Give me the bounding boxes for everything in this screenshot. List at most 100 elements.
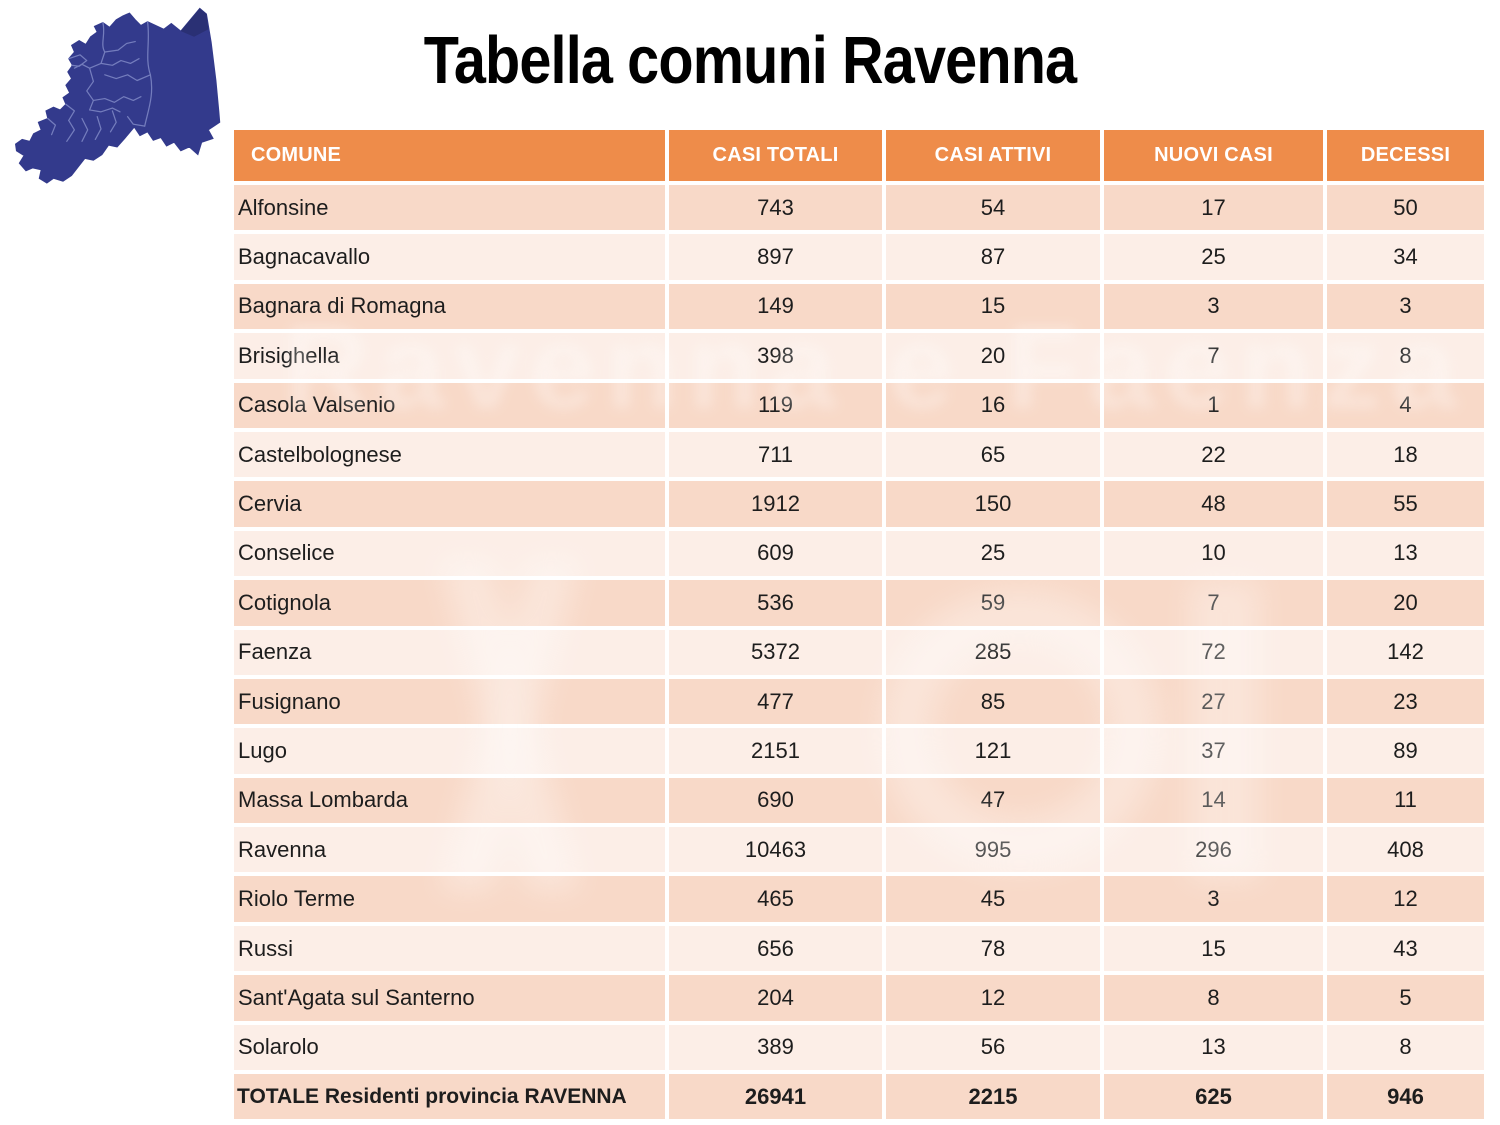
comune-cell: Conselice xyxy=(230,526,669,581)
table-body: Alfonsine 743 54 17 50 Bagnacavallo 897 87 25 34 B… xyxy=(230,180,1488,1124)
value-cell: 149 xyxy=(665,279,886,334)
value-cell: 59 xyxy=(882,576,1104,630)
table-row: Brisighella 398 20 7 8 xyxy=(230,329,1488,383)
value-cell: 13 xyxy=(1323,526,1488,581)
value-cell: 204 xyxy=(665,971,886,1025)
comune-cell: Solarolo xyxy=(230,1020,669,1075)
value-cell: 711 xyxy=(665,427,886,482)
table-row: Cervia 1912 150 48 55 xyxy=(230,477,1488,531)
table-row: Cotignola 536 59 7 20 xyxy=(230,576,1488,630)
column-header-casi-totali: CASI TOTALI xyxy=(665,126,886,185)
comune-cell: Alfonsine xyxy=(230,180,669,235)
table-row: Massa Lombarda 690 47 14 11 xyxy=(230,773,1488,828)
column-header-comune: COMUNE xyxy=(230,126,669,185)
comune-cell: Brisighella xyxy=(230,329,669,383)
value-cell: 995 xyxy=(882,823,1104,877)
comune-cell: Bagnara di Romagna xyxy=(230,279,669,334)
value-cell: 477 xyxy=(665,674,886,729)
value-cell: 87 xyxy=(882,230,1104,284)
value-cell: 8 xyxy=(1100,971,1327,1025)
value-cell: 12 xyxy=(882,971,1104,1025)
table-row: Ravenna 10463 995 296 408 xyxy=(230,823,1488,877)
value-cell: 389 xyxy=(665,1020,886,1075)
province-dark-notch xyxy=(180,8,209,37)
value-cell: 3 xyxy=(1323,279,1488,334)
value-cell: 11 xyxy=(1323,773,1488,828)
value-cell: 285 xyxy=(882,625,1104,679)
value-cell: 12 xyxy=(1323,872,1488,926)
table-row: Alfonsine 743 54 17 50 xyxy=(230,180,1488,235)
municipal-borders xyxy=(47,20,153,142)
comune-cell: Casola Valsenio xyxy=(230,378,669,432)
page-title: Tabella comuni Ravenna xyxy=(423,23,1077,98)
value-cell: 14 xyxy=(1100,773,1327,828)
table-row: Castelbolognese 711 65 22 18 xyxy=(230,427,1488,482)
value-cell: 946 xyxy=(1323,1070,1488,1124)
table-row: Faenza 5372 285 72 142 xyxy=(230,625,1488,679)
comune-cell: Castelbolognese xyxy=(230,427,669,482)
value-cell: 7 xyxy=(1100,576,1327,630)
comuni-table: COMUNE CASI TOTALI CASI ATTIVI NUOVI CAS… xyxy=(230,126,1488,1124)
value-cell: 34 xyxy=(1323,230,1488,284)
comune-cell: Lugo xyxy=(230,724,669,778)
value-cell: 609 xyxy=(665,526,886,581)
value-cell: 65 xyxy=(882,427,1104,482)
value-cell: 150 xyxy=(882,477,1104,531)
comune-cell: Sant'Agata sul Santerno xyxy=(230,971,669,1025)
value-cell: 13 xyxy=(1100,1020,1327,1075)
value-cell: 8 xyxy=(1323,1020,1488,1075)
value-cell: 85 xyxy=(882,674,1104,729)
comune-cell: Fusignano xyxy=(230,674,669,729)
column-header-decessi: DECESSI xyxy=(1323,126,1488,185)
table-row-total: TOTALE Residenti provincia RAVENNA 26941 2… xyxy=(230,1070,1488,1124)
value-cell: 897 xyxy=(665,230,886,284)
value-cell: 45 xyxy=(882,872,1104,926)
value-cell: 5372 xyxy=(665,625,886,679)
column-header-casi-attivi: CASI ATTIVI xyxy=(882,126,1104,185)
table-row: Bagnacavallo 897 87 25 34 xyxy=(230,230,1488,284)
value-cell: 43 xyxy=(1323,921,1488,976)
value-cell: 625 xyxy=(1100,1070,1327,1124)
value-cell: 18 xyxy=(1323,427,1488,482)
value-cell: 121 xyxy=(882,724,1104,778)
value-cell: 25 xyxy=(1100,230,1327,284)
value-cell: 55 xyxy=(1323,477,1488,531)
comune-cell: Cervia xyxy=(230,477,669,531)
value-cell: 48 xyxy=(1100,477,1327,531)
table-row: Fusignano 477 85 27 23 xyxy=(230,674,1488,729)
value-cell: 23 xyxy=(1323,674,1488,729)
value-cell: 54 xyxy=(882,180,1104,235)
value-cell: 408 xyxy=(1323,823,1488,877)
value-cell: 1912 xyxy=(665,477,886,531)
comune-cell: TOTALE Residenti provincia RAVENNA xyxy=(230,1070,669,1124)
value-cell: 4 xyxy=(1323,378,1488,432)
value-cell: 56 xyxy=(882,1020,1104,1075)
column-header-nuovi-casi: NUOVI CASI xyxy=(1100,126,1327,185)
value-cell: 15 xyxy=(1100,921,1327,976)
value-cell: 398 xyxy=(665,329,886,383)
header-row: COMUNE CASI TOTALI CASI ATTIVI NUOVI CAS… xyxy=(230,126,1488,185)
table-row: Conselice 609 25 10 13 xyxy=(230,526,1488,581)
value-cell: 656 xyxy=(665,921,886,976)
value-cell: 296 xyxy=(1100,823,1327,877)
comune-cell: Russi xyxy=(230,921,669,976)
value-cell: 119 xyxy=(665,378,886,432)
value-cell: 20 xyxy=(1323,576,1488,630)
province-outline xyxy=(14,7,221,184)
value-cell: 142 xyxy=(1323,625,1488,679)
value-cell: 89 xyxy=(1323,724,1488,778)
value-cell: 16 xyxy=(882,378,1104,432)
comune-cell: Cotignola xyxy=(230,576,669,630)
comune-cell: Riolo Terme xyxy=(230,872,669,926)
value-cell: 2151 xyxy=(665,724,886,778)
value-cell: 1 xyxy=(1100,378,1327,432)
value-cell: 5 xyxy=(1323,971,1488,1025)
value-cell: 536 xyxy=(665,576,886,630)
table-row: Sant'Agata sul Santerno 204 12 8 5 xyxy=(230,971,1488,1025)
value-cell: 72 xyxy=(1100,625,1327,679)
value-cell: 8 xyxy=(1323,329,1488,383)
value-cell: 78 xyxy=(882,921,1104,976)
comune-cell: Bagnacavallo xyxy=(230,230,669,284)
value-cell: 690 xyxy=(665,773,886,828)
value-cell: 10 xyxy=(1100,526,1327,581)
